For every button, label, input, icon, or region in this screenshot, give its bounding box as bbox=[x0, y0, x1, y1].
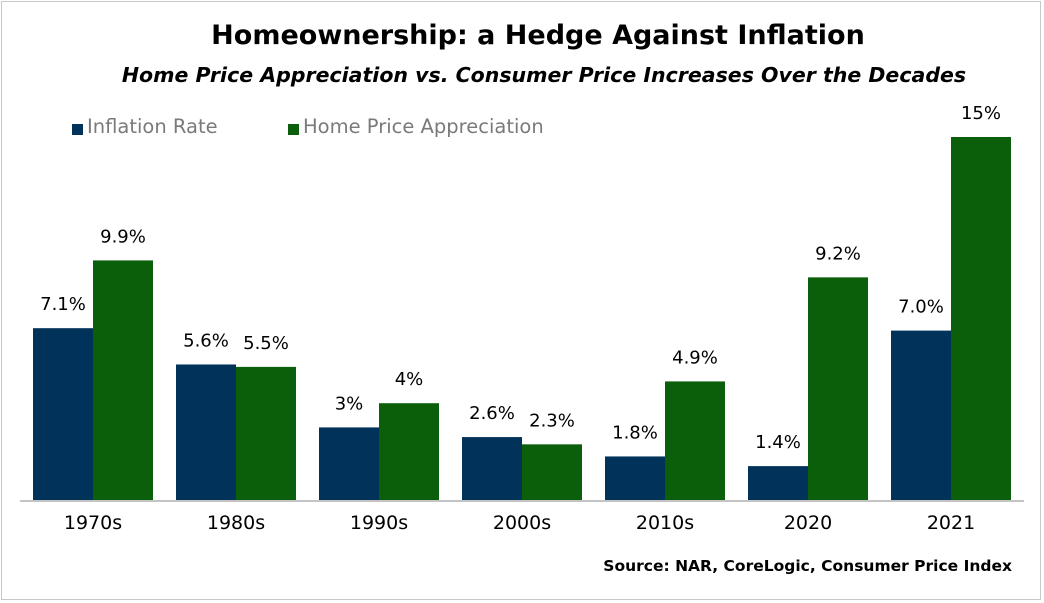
chart-subtitle: Home Price Appreciation vs. Consumer Pri… bbox=[121, 63, 967, 87]
bar-inflation-rate-2021 bbox=[891, 330, 951, 500]
bar-inflation-rate-2000s bbox=[462, 437, 522, 500]
bar-home-price-appreciation-2021 bbox=[951, 137, 1011, 500]
bar-inflation-rate-1970s bbox=[33, 328, 93, 500]
bar-home-price-appreciation-2010s bbox=[665, 381, 725, 500]
data-label-home-price-appreciation-1990s: 4% bbox=[395, 369, 424, 390]
bar-inflation-rate-1980s bbox=[176, 364, 236, 500]
legend-label-inflation-rate: Inflation Rate bbox=[87, 114, 218, 138]
data-label-home-price-appreciation-2010s: 4.9% bbox=[672, 347, 718, 368]
legend-item-home-price-appreciation: Home Price Appreciation bbox=[288, 113, 544, 139]
chart-title: Homeownership: a Hedge Against Inflation bbox=[211, 20, 865, 51]
source-note: Source: NAR, CoreLogic, Consumer Price I… bbox=[603, 557, 1012, 575]
bar-home-price-appreciation-1990s bbox=[379, 403, 439, 500]
x-tick-label-1980s: 1980s bbox=[207, 512, 265, 534]
data-label-inflation-rate-1990s: 3% bbox=[335, 393, 364, 414]
data-label-home-price-appreciation-2000s: 2.3% bbox=[529, 410, 575, 431]
data-label-home-price-appreciation-2020: 9.2% bbox=[815, 243, 861, 264]
data-label-inflation-rate-1980s: 5.6% bbox=[183, 330, 229, 351]
data-label-inflation-rate-2000s: 2.6% bbox=[469, 403, 515, 424]
legend-label-home-price-appreciation: Home Price Appreciation bbox=[303, 114, 544, 138]
x-tick-label-2000s: 2000s bbox=[493, 512, 551, 534]
bar-home-price-appreciation-1980s bbox=[236, 366, 296, 500]
bar-home-price-appreciation-2020 bbox=[808, 277, 868, 500]
bar-home-price-appreciation-2000s bbox=[522, 444, 582, 500]
bar-inflation-rate-2020 bbox=[748, 466, 808, 500]
x-tick-label-1990s: 1990s bbox=[350, 512, 408, 534]
legend-swatch-home-price-appreciation bbox=[288, 123, 299, 135]
x-tick-label-1970s: 1970s bbox=[64, 512, 122, 534]
data-label-home-price-appreciation-2021: 15% bbox=[961, 103, 1001, 124]
x-tick-group: 1970s 1980s 1990s 2000s 2010s 2020 2021 bbox=[64, 512, 975, 534]
bar-inflation-rate-2010s bbox=[605, 456, 665, 500]
x-tick-label-2020: 2020 bbox=[784, 512, 832, 534]
bar-inflation-rate-1990s bbox=[319, 427, 379, 500]
data-label-inflation-rate-2021: 7.0% bbox=[898, 297, 944, 318]
bar-group bbox=[33, 137, 1011, 500]
x-tick-label-2021: 2021 bbox=[927, 512, 975, 534]
data-label-inflation-rate-2010s: 1.8% bbox=[612, 422, 658, 443]
x-tick-label-2010s: 2010s bbox=[636, 512, 694, 534]
legend-item-inflation-rate: Inflation Rate bbox=[72, 113, 218, 139]
data-label-inflation-rate-1970s: 7.1% bbox=[40, 294, 86, 315]
bar-home-price-appreciation-1970s bbox=[93, 260, 153, 500]
legend-swatch-inflation-rate bbox=[72, 123, 83, 135]
data-label-inflation-rate-2020: 1.4% bbox=[755, 432, 801, 453]
data-label-home-price-appreciation-1980s: 5.5% bbox=[243, 333, 289, 354]
data-label-home-price-appreciation-1970s: 9.9% bbox=[100, 226, 146, 247]
data-label-group: 7.1% 9.9% 5.6% 5.5% 3% 4% 2.6% 2.3% 1.8% 4.9% 1.4%… bbox=[40, 103, 1001, 453]
